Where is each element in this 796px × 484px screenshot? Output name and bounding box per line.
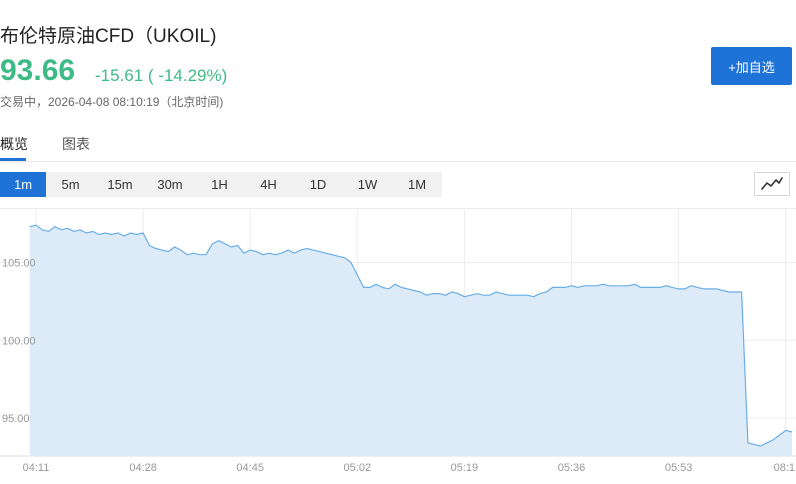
y-tick-label: 100.00 bbox=[2, 335, 36, 347]
tab-divider bbox=[0, 161, 796, 162]
price-area-chart: 105.00 100.00 95.00 04:11 04:28 04:45 05:02 05… bbox=[0, 209, 796, 474]
x-tick-label: 04:45 bbox=[236, 462, 264, 474]
x-tick-label: 05:36 bbox=[558, 462, 586, 474]
period-1d[interactable]: 1D bbox=[309, 177, 327, 192]
x-tick-label: 04:11 bbox=[23, 462, 50, 474]
period-1m[interactable]: 1m bbox=[0, 172, 46, 197]
chart-top-border bbox=[0, 208, 796, 209]
chart-type-button[interactable] bbox=[754, 172, 790, 196]
last-price: 93.66 bbox=[0, 54, 76, 87]
tab-overview[interactable]: 概览 bbox=[0, 136, 28, 152]
x-tick-label: 05:53 bbox=[665, 462, 693, 474]
y-tick-label: 95.00 bbox=[2, 413, 30, 425]
period-1mo[interactable]: 1M bbox=[407, 177, 427, 192]
price-area bbox=[29, 225, 792, 456]
period-15m[interactable]: 15m bbox=[107, 177, 133, 192]
price-change: -15.61 ( -14.29%) bbox=[95, 66, 228, 85]
period-5m[interactable]: 5m bbox=[61, 177, 80, 192]
y-tick-label: 105.00 bbox=[2, 258, 36, 270]
x-tick-label: 05:02 bbox=[344, 462, 372, 474]
x-tick-label: 05:19 bbox=[451, 462, 479, 474]
period-1w[interactable]: 1W bbox=[357, 177, 378, 192]
period-1h[interactable]: 1H bbox=[211, 177, 228, 192]
add-to-watchlist-button[interactable]: +加自选 bbox=[711, 47, 792, 85]
tab-bar: 概览 图表 bbox=[0, 128, 796, 162]
x-tick-label: 08:1 bbox=[774, 462, 795, 474]
tab-chart[interactable]: 图表 bbox=[62, 136, 90, 152]
period-selector: 1m 5m 15m 30m 1H 4H 1D 1W 1M bbox=[0, 172, 442, 197]
period-30m[interactable]: 30m bbox=[157, 177, 183, 192]
price-line bbox=[29, 224, 793, 447]
x-tick-label: 04:28 bbox=[129, 462, 157, 474]
active-tab-indicator bbox=[0, 158, 26, 161]
trading-status: 交易中，2026-04-08 08:10:19（北京时间) bbox=[0, 95, 224, 109]
line-chart-icon bbox=[761, 177, 783, 190]
instrument-title: 布伦特原油CFD（UKOIL) bbox=[0, 26, 217, 47]
period-4h[interactable]: 4H bbox=[260, 177, 277, 192]
